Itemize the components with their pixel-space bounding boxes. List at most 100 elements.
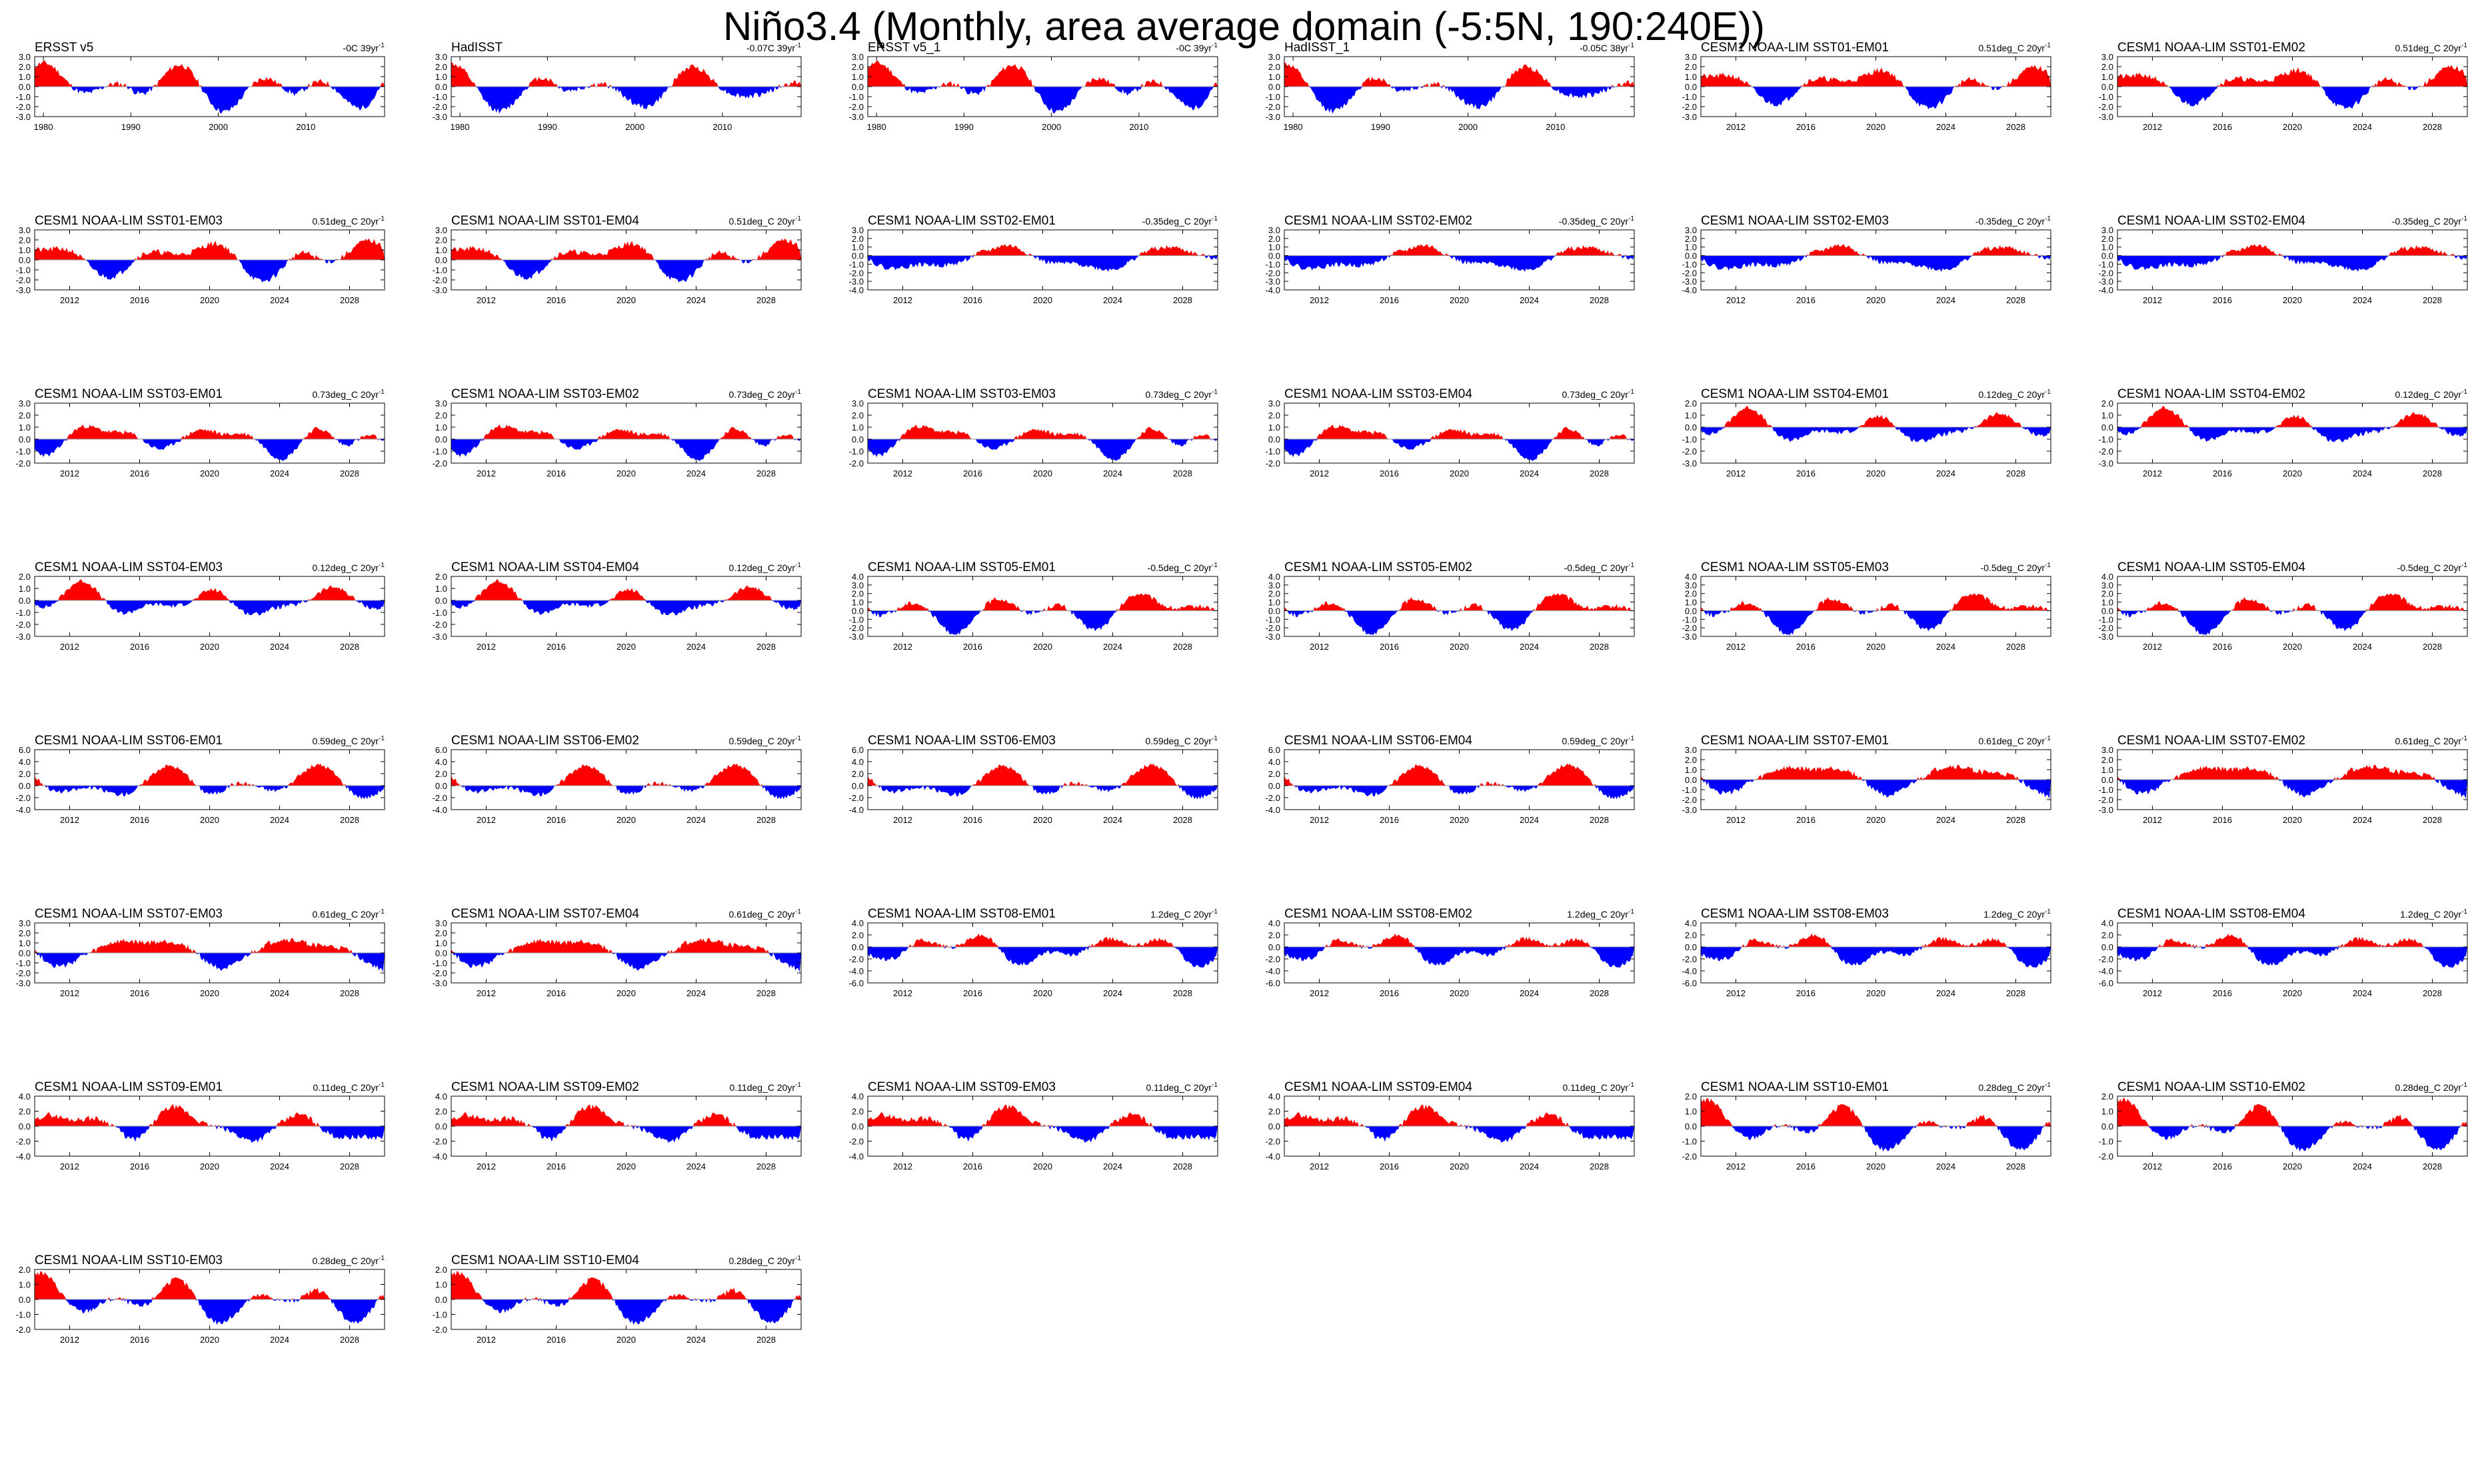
panel-title: ERSST v5 xyxy=(35,41,93,55)
chart-panel: CESM1 NOAA-LIM SST03-EM03 0.73deg_C 20yr-… xyxy=(849,387,1218,478)
y-tick-label: 2.0 xyxy=(435,62,447,72)
positive-anomaly-area xyxy=(1701,933,2051,947)
negative-anomaly-area xyxy=(35,439,385,461)
positive-anomaly-area xyxy=(2117,593,2467,611)
x-tick-label: 2012 xyxy=(1726,1161,1746,1171)
y-tick-label: -4.0 xyxy=(849,805,864,815)
trend-exponent: -1 xyxy=(2461,1082,2467,1089)
y-tick-label: -1.0 xyxy=(1266,259,1280,269)
trend-exponent: -1 xyxy=(379,42,385,49)
x-tick-label: 2016 xyxy=(130,815,149,825)
panel-title: CESM1 NOAA-LIM SST09-EM04 xyxy=(1284,1080,1472,1094)
trend-exponent: -1 xyxy=(379,1082,385,1089)
panel-title: ERSST v5_1 xyxy=(868,41,940,55)
trend-label: 0.61deg_C 20yr-1 xyxy=(2395,735,2467,746)
x-tick-label: 2016 xyxy=(130,988,149,998)
y-tick-label: -2.0 xyxy=(433,102,447,112)
y-tick-label: 1.0 xyxy=(435,422,447,432)
y-tick-label: 3.0 xyxy=(1268,398,1280,408)
x-tick-label: 2016 xyxy=(1380,468,1399,478)
y-tick-label: -2.0 xyxy=(1682,268,1697,278)
x-tick-label: 2012 xyxy=(1310,295,1329,305)
x-tick-label: 2016 xyxy=(1796,468,1816,478)
x-tick-label: 2020 xyxy=(1866,295,1885,305)
trend-exponent: -1 xyxy=(1212,562,1218,569)
negative-anomaly-area xyxy=(868,87,1218,114)
positive-anomaly-area xyxy=(451,424,801,439)
y-tick-label: 2.0 xyxy=(1685,234,1697,244)
x-tick-label: 2024 xyxy=(1936,815,1955,825)
negative-anomaly-area xyxy=(1284,610,1634,636)
y-tick-label: -2.0 xyxy=(1266,793,1280,803)
y-tick-label: -2.0 xyxy=(2099,954,2113,964)
x-tick-label: 2012 xyxy=(60,295,79,305)
negative-anomaly-area xyxy=(868,947,1218,968)
positive-anomaly-area xyxy=(451,1271,801,1299)
x-tick-label: 1980 xyxy=(451,122,470,132)
y-tick-label: -1.0 xyxy=(1266,446,1280,456)
x-tick-label: 2028 xyxy=(2423,122,2442,132)
y-tick-label: 0.0 xyxy=(2101,251,2113,261)
x-tick-label: 2028 xyxy=(1173,468,1192,478)
y-tick-label: 0.0 xyxy=(19,596,31,606)
negative-anomaly-area xyxy=(35,260,385,283)
x-tick-label: 2028 xyxy=(2423,988,2442,998)
y-tick-label: 1.0 xyxy=(435,72,447,82)
x-tick-label: 2020 xyxy=(1866,122,1885,132)
negative-anomaly-area xyxy=(1701,1126,2051,1152)
y-tick-label: -1.0 xyxy=(2099,614,2113,624)
trend-label: -0.35deg_C 20yr-1 xyxy=(1559,215,1635,227)
y-tick-label: 2.0 xyxy=(435,410,447,420)
y-tick-label: 0.0 xyxy=(19,255,31,265)
trend-label: 0.51deg_C 20yr-1 xyxy=(2395,42,2467,53)
x-tick-label: 1990 xyxy=(538,122,557,132)
panel-title: CESM1 NOAA-LIM SST10-EM04 xyxy=(451,1253,639,1267)
y-tick-label: 4.0 xyxy=(435,757,447,767)
y-tick-label: -3.0 xyxy=(1266,112,1280,122)
chart-panel: CESM1 NOAA-LIM SST10-EM02 0.28deg_C 20yr-… xyxy=(2099,1080,2468,1171)
x-tick-label: 2010 xyxy=(712,122,732,132)
positive-anomaly-area xyxy=(2117,244,2467,256)
x-tick-label: 2020 xyxy=(1866,642,1885,652)
negative-anomaly-area xyxy=(1701,610,2051,636)
x-tick-label: 2024 xyxy=(1520,988,1539,998)
y-tick-label: -3.0 xyxy=(2099,277,2113,287)
x-tick-label: 2012 xyxy=(1726,295,1746,305)
y-tick-label: 1.0 xyxy=(19,422,31,432)
trend-exponent: -1 xyxy=(795,1255,801,1262)
x-tick-label: 2012 xyxy=(477,468,496,478)
trend-exponent: -1 xyxy=(379,1255,385,1262)
x-tick-label: 2024 xyxy=(2353,815,2372,825)
y-tick-label: -4.0 xyxy=(433,1151,447,1161)
y-tick-label: -3.0 xyxy=(2099,805,2113,815)
y-tick-label: -2.0 xyxy=(16,620,31,630)
y-tick-label: 2.0 xyxy=(1685,755,1697,765)
x-tick-label: 2024 xyxy=(1520,295,1539,305)
x-tick-label: 2020 xyxy=(200,1161,219,1171)
x-tick-label: 2012 xyxy=(477,295,496,305)
x-tick-label: 2012 xyxy=(893,468,912,478)
trend-exponent: -1 xyxy=(2045,735,2051,742)
y-tick-label: -4.0 xyxy=(1682,285,1697,295)
x-tick-label: 2020 xyxy=(200,468,219,478)
y-tick-label: -2.0 xyxy=(16,1325,31,1335)
x-tick-label: 2020 xyxy=(617,1161,636,1171)
trend-exponent: -1 xyxy=(795,388,801,396)
x-tick-label: 2016 xyxy=(963,468,982,478)
negative-anomaly-area xyxy=(35,786,385,800)
y-tick-label: 4.0 xyxy=(852,918,864,928)
x-tick-label: 2012 xyxy=(1726,815,1746,825)
y-tick-label: 2.0 xyxy=(435,769,447,779)
y-tick-label: 2.0 xyxy=(1685,398,1697,408)
y-tick-label: -1.0 xyxy=(849,259,864,269)
y-tick-label: -6.0 xyxy=(1682,978,1697,988)
y-tick-label: -3.0 xyxy=(433,978,447,988)
positive-anomaly-area xyxy=(451,579,801,600)
y-tick-label: 4.0 xyxy=(2101,572,2113,582)
y-tick-label: -1.0 xyxy=(1682,614,1697,624)
x-tick-label: 2016 xyxy=(130,1161,149,1171)
y-tick-label: 1.0 xyxy=(852,598,864,608)
y-tick-label: -2.0 xyxy=(16,102,31,112)
x-tick-label: 2012 xyxy=(1726,988,1746,998)
x-tick-label: 2028 xyxy=(340,1335,359,1345)
